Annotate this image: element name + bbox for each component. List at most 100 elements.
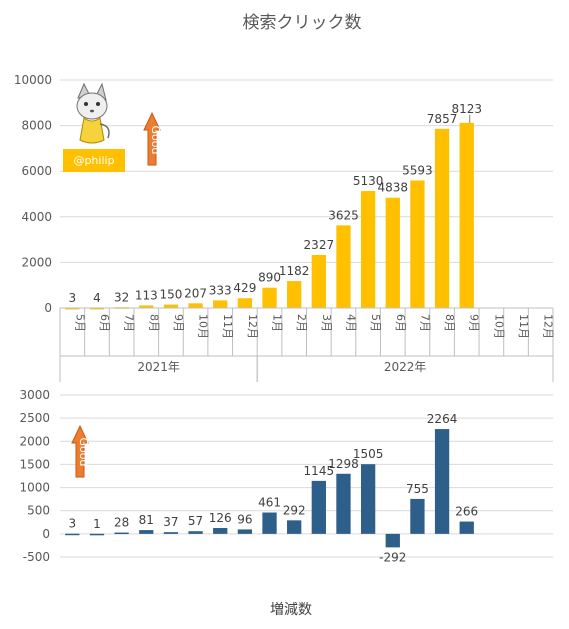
good-arrow-bottom: Good bbox=[71, 424, 90, 478]
data-label: 3 bbox=[69, 517, 77, 531]
data-label: 4 bbox=[93, 291, 101, 305]
clicks-x-axis: 5月 6月 7月 8月 9月 10月 11月 12月 1月 2月 3月 4月 5月 6月 7月 8月 9月 10月… bbox=[59, 307, 555, 356]
data-label: 266 bbox=[455, 505, 478, 519]
bar bbox=[385, 197, 400, 308]
data-label: 57 bbox=[188, 514, 203, 528]
data-label: 755 bbox=[406, 482, 429, 496]
data-label: 96 bbox=[237, 512, 252, 526]
x-tick-label: 9月 bbox=[172, 314, 185, 332]
x-tick-label: 10月 bbox=[197, 314, 210, 339]
x-tick-label: 1月 bbox=[271, 314, 284, 332]
data-label: 7857 bbox=[427, 112, 458, 126]
x-tick-label: 5月 bbox=[73, 314, 86, 332]
bar bbox=[65, 307, 80, 310]
clicks-bars bbox=[65, 122, 474, 310]
bar bbox=[311, 480, 326, 534]
y-tick-label: 2500 bbox=[19, 411, 50, 425]
y-tick-label: 3000 bbox=[19, 388, 50, 402]
y-tick-label: 500 bbox=[27, 504, 50, 518]
x-tick-label: 7月 bbox=[418, 314, 431, 332]
data-label: 37 bbox=[163, 515, 178, 529]
data-label: 333 bbox=[209, 283, 232, 297]
cat-mascot-icon bbox=[76, 82, 110, 144]
bar bbox=[336, 473, 351, 534]
data-label: 292 bbox=[283, 503, 306, 517]
y-tick-label: 2000 bbox=[21, 255, 52, 269]
delta-chart-title: 増減数 bbox=[270, 601, 312, 618]
y-tick-label: 0 bbox=[42, 527, 50, 541]
x-tick-label: 11月 bbox=[517, 314, 530, 339]
bar bbox=[459, 122, 474, 309]
bar bbox=[360, 464, 376, 534]
year-group-axis: 2021年 2022年 bbox=[59, 355, 554, 382]
bar bbox=[410, 180, 425, 308]
y-tick-label: 0 bbox=[44, 301, 52, 315]
group-label: 2022年 bbox=[384, 360, 427, 374]
clicks-y-axis: 0 2000 4000 6000 8000 10000 bbox=[14, 73, 52, 315]
bar bbox=[434, 429, 450, 534]
bar bbox=[262, 287, 277, 308]
clicks-chart-title: 検索クリック数 bbox=[243, 13, 362, 33]
data-label: 32 bbox=[114, 290, 129, 304]
bar bbox=[262, 512, 277, 534]
bar bbox=[139, 305, 154, 308]
y-tick-label: 1000 bbox=[19, 481, 50, 495]
bar bbox=[360, 191, 376, 308]
bar bbox=[89, 533, 105, 536]
bar bbox=[188, 531, 203, 534]
data-label: 1182 bbox=[279, 264, 310, 278]
group-label: 2021年 bbox=[137, 360, 180, 374]
bar bbox=[213, 528, 228, 534]
bar bbox=[385, 533, 400, 548]
bar bbox=[459, 521, 474, 534]
x-tick-label: 12月 bbox=[246, 314, 259, 339]
x-tick-label: 11月 bbox=[221, 314, 234, 339]
x-tick-label: 8月 bbox=[147, 314, 160, 332]
data-label: 81 bbox=[139, 513, 154, 527]
y-tick-label: 2000 bbox=[19, 434, 50, 448]
data-label: 28 bbox=[114, 516, 129, 530]
good-arrow-top: Good bbox=[143, 111, 162, 166]
bar bbox=[336, 225, 351, 308]
philip-badge-text: @philip bbox=[73, 154, 114, 167]
bar bbox=[114, 532, 129, 535]
x-tick-label: 6月 bbox=[394, 314, 407, 332]
x-tick-label: 10月 bbox=[492, 314, 505, 339]
bar bbox=[188, 303, 203, 308]
data-label: 5130 bbox=[353, 174, 384, 188]
good-arrow-bottom-label: Good bbox=[77, 438, 90, 467]
delta-chart: -500 0 500 1000 1500 2000 2500 3000 3 1 28 81 37 57 1… bbox=[19, 388, 553, 618]
delta-y-axis: -500 0 500 1000 1500 2000 2500 3000 bbox=[19, 388, 50, 564]
data-label: 207 bbox=[184, 286, 207, 300]
y-tick-label: 8000 bbox=[21, 119, 52, 133]
x-tick-label: 8月 bbox=[443, 314, 456, 332]
bar bbox=[163, 304, 179, 308]
bar bbox=[89, 307, 105, 310]
data-label: 2264 bbox=[427, 412, 458, 426]
data-label: 1 bbox=[93, 517, 101, 531]
x-tick-label: 6月 bbox=[98, 314, 111, 332]
y-tick-label: 4000 bbox=[21, 210, 52, 224]
bar bbox=[237, 529, 253, 534]
good-arrow-top-label: Good bbox=[149, 126, 162, 155]
bar bbox=[434, 128, 450, 308]
y-tick-label: 6000 bbox=[21, 164, 52, 178]
data-label: 126 bbox=[209, 511, 232, 525]
data-label: 5593 bbox=[402, 163, 433, 177]
bar bbox=[139, 530, 154, 534]
bar bbox=[311, 254, 326, 308]
x-tick-label: 12月 bbox=[542, 314, 555, 339]
x-tick-label: 5月 bbox=[369, 314, 382, 332]
x-tick-label: 9月 bbox=[468, 314, 481, 332]
data-label: 1298 bbox=[328, 457, 359, 471]
bar bbox=[287, 520, 302, 534]
data-label: 4838 bbox=[378, 181, 409, 195]
x-tick-label: 7月 bbox=[123, 314, 136, 332]
data-label: 150 bbox=[159, 288, 182, 302]
x-tick-label: 2月 bbox=[295, 314, 308, 332]
bar bbox=[237, 298, 253, 308]
data-label: 1145 bbox=[304, 464, 335, 478]
x-tick-label: 4月 bbox=[344, 314, 357, 332]
